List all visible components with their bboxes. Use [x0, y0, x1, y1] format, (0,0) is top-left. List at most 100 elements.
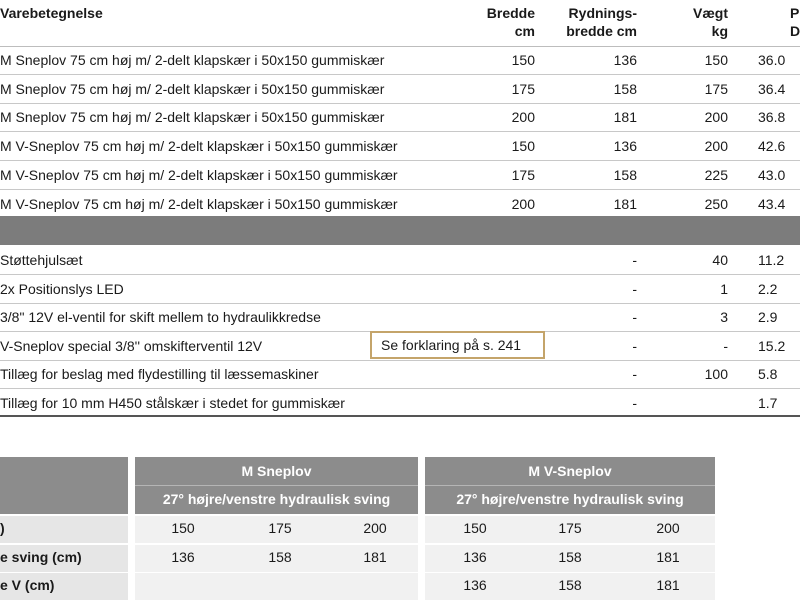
cell: 175 — [704, 80, 728, 97]
column-header: Bredde — [486, 5, 535, 21]
column-header: bredde cm — [566, 23, 637, 39]
cell: 150 — [511, 52, 535, 68]
row-divider — [0, 160, 800, 162]
cell: 150 — [511, 138, 535, 155]
label-cell — [0, 573, 128, 600]
column-header: Rydnings- — [568, 5, 637, 21]
cell: 175 — [268, 520, 292, 536]
cell: 158 — [558, 577, 582, 593]
cell: 15.2 — [758, 337, 786, 354]
cell: 150 — [704, 52, 728, 68]
cell: - — [723, 337, 728, 354]
cell: 200 — [511, 109, 535, 126]
row-divider — [0, 74, 800, 75]
accessory-name: 2x Positionslys LED — [0, 280, 124, 297]
column-header: Varebetegnelse — [0, 5, 103, 21]
cell: 36.8 — [758, 109, 786, 126]
cell: 158 — [613, 80, 637, 97]
cell: 1.7 — [758, 395, 778, 411]
cell: 2.9 — [758, 309, 778, 326]
cell: 136 — [613, 138, 637, 155]
column-header: cm — [514, 23, 535, 39]
cell: 2.2 — [758, 280, 778, 297]
row-divider — [0, 388, 800, 390]
row-divider — [0, 131, 800, 133]
cell: 42.6 — [758, 138, 786, 155]
group-divider — [425, 485, 715, 486]
value-cells — [425, 573, 715, 600]
value-cells — [135, 544, 418, 572]
value-cells — [425, 544, 715, 572]
row-divider — [0, 274, 800, 275]
cell: 181 — [613, 109, 637, 126]
row-label: e V (cm) — [0, 577, 55, 593]
accessory-name: 3/8" 12V el-ventil for skift mellem to h… — [0, 309, 321, 326]
row-divider — [0, 415, 800, 417]
cell: 200 — [704, 138, 728, 155]
row-divider — [0, 102, 800, 104]
row-divider — [0, 359, 800, 361]
note: Se forklaring på s. 241 — [381, 337, 522, 353]
cell: 250 — [704, 195, 728, 212]
accessory-name: Tillæg for beslag med flydestilling til … — [0, 366, 319, 383]
cell: 200 — [363, 520, 387, 536]
accessory-name: V-Sneplov special 3/8'' omskifterventil … — [0, 337, 263, 354]
cell: 181 — [656, 577, 680, 593]
product-name: M V-Sneplov 75 cm høj m/ 2-delt klapskær… — [0, 138, 398, 155]
cell: 175 — [511, 80, 535, 97]
header-cell — [0, 457, 128, 514]
cell: 43.0 — [758, 166, 786, 183]
cell: 181 — [363, 548, 387, 565]
cell: 1 — [720, 280, 728, 297]
cell: 150 — [463, 520, 487, 536]
row-divider — [0, 188, 800, 190]
row-divider — [0, 302, 800, 304]
cell: 43.4 — [758, 195, 786, 212]
cell: 136 — [463, 548, 487, 565]
group-title: M Sneplov — [241, 463, 312, 479]
value-cells — [135, 516, 418, 543]
cell: 181 — [613, 195, 637, 212]
cell: 181 — [656, 548, 680, 565]
cell: 225 — [704, 166, 728, 183]
product-name: M V-Sneplov 75 cm høj m/ 2-delt klapskær… — [0, 195, 398, 212]
accessory-name: Tillæg for 10 mm H450 stålskær i stedet … — [0, 395, 345, 411]
cell: 200 — [511, 195, 535, 212]
cell: - — [632, 337, 637, 354]
cell: 11.2 — [758, 252, 785, 268]
row-label: ) — [0, 520, 5, 536]
cell: - — [632, 280, 637, 297]
section-band — [0, 216, 800, 245]
cell: 36.4 — [758, 80, 786, 97]
group-divider — [135, 485, 418, 486]
cell: 136 — [171, 548, 195, 565]
column-header: P — [790, 5, 800, 21]
cell: 3 — [720, 309, 728, 326]
cell: 200 — [656, 520, 680, 536]
cell: 200 — [704, 109, 728, 126]
group-subtitle: 27° højre/venstre hydraulisk sving — [456, 491, 684, 507]
cell: 158 — [268, 548, 292, 565]
cell: 175 — [558, 520, 582, 536]
column-header: Vægt — [693, 5, 728, 21]
cell: 100 — [704, 366, 728, 383]
group-subtitle: 27° højre/venstre hydraulisk sving — [162, 491, 391, 507]
column-header: D — [790, 23, 800, 39]
label-cell — [0, 516, 128, 543]
accessory-name: Støttehjulsæt — [0, 252, 83, 268]
value-cells — [135, 573, 418, 600]
cell: 5.8 — [758, 366, 778, 383]
row-divider — [0, 46, 800, 47]
label-cell — [0, 544, 128, 572]
product-name: M V-Sneplov 75 cm høj m/ 2-delt klapskær… — [0, 166, 398, 183]
cell: - — [632, 252, 637, 268]
cell: 136 — [613, 52, 637, 68]
product-name: M Sneplov 75 cm høj m/ 2-delt klapskær i… — [0, 52, 385, 68]
cell: - — [632, 366, 637, 383]
product-name: M Sneplov 75 cm høj m/ 2-delt klapskær i… — [0, 109, 385, 126]
column-header: kg — [711, 23, 728, 39]
value-cells — [425, 516, 715, 543]
cell: 36.0 — [758, 52, 786, 68]
group-title: M V-Sneplov — [528, 463, 612, 479]
